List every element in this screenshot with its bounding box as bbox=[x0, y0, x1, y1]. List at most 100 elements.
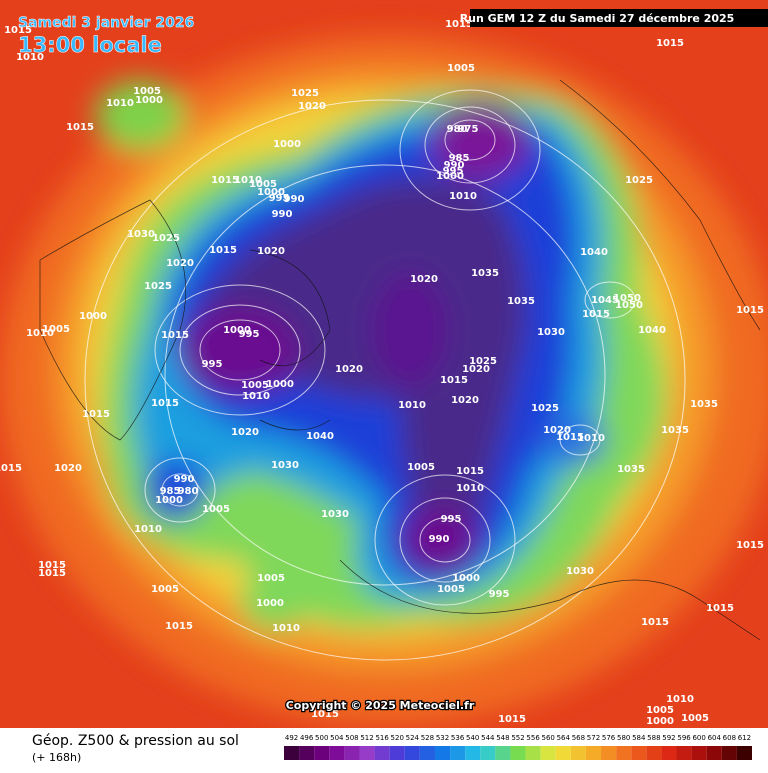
forecast-date: Samedi 3 janvier 2026 bbox=[18, 15, 194, 31]
colorbar-tick-label: 600 bbox=[692, 734, 705, 742]
isobar-label: 1030 bbox=[566, 566, 594, 577]
isobar-label: 1005 bbox=[151, 584, 179, 595]
colorbar-swatch bbox=[555, 746, 571, 760]
isobar-label: 1005 bbox=[437, 584, 465, 595]
isobar-label: 1010 bbox=[577, 433, 605, 444]
isobar-label: 1035 bbox=[661, 425, 689, 436]
colorbar-swatch bbox=[601, 746, 617, 760]
colorbar-tick-label: 536 bbox=[451, 734, 465, 742]
isobar-label: 1000 bbox=[135, 95, 163, 106]
isobar-label: 1000 bbox=[79, 311, 107, 322]
legend-title: Géop. Z500 & pression au sol bbox=[32, 733, 239, 749]
isobar-label: 1015 bbox=[66, 122, 94, 133]
isobar-label: 1015 bbox=[0, 463, 22, 474]
isobar-label: 1030 bbox=[271, 460, 299, 471]
colorbar-swatch bbox=[585, 746, 602, 760]
isobar-label: 1015 bbox=[498, 714, 526, 725]
isobar-label: 1010 bbox=[272, 623, 300, 634]
isobar-label: 990 bbox=[284, 194, 305, 205]
colorbar-swatch bbox=[329, 746, 345, 760]
isobar-label: 1015 bbox=[440, 375, 468, 386]
isobar-label: 1005 bbox=[407, 462, 435, 473]
geopotential-field bbox=[0, 35, 768, 725]
isobar-label: 1005 bbox=[681, 713, 709, 724]
colorbar-tick-label: 500 bbox=[315, 734, 328, 742]
isobar-label: 1025 bbox=[152, 233, 180, 244]
isobar-label: 1015 bbox=[582, 309, 610, 320]
isobar-label: 1000 bbox=[256, 598, 284, 609]
colorbar-tick-label: 612 bbox=[738, 734, 751, 742]
colorbar-swatch bbox=[691, 746, 707, 760]
isobar-label: 1000 bbox=[273, 139, 301, 150]
isobar-label: 1000 bbox=[646, 716, 674, 727]
colorbar-tick-label: 508 bbox=[345, 734, 358, 742]
isobar-label: 995 bbox=[489, 589, 510, 600]
isobar-label: 1015 bbox=[209, 245, 237, 256]
isobar-label: 1010 bbox=[234, 175, 262, 186]
isobar-label: 1020 bbox=[166, 258, 194, 269]
isobar-label: 1020 bbox=[451, 395, 479, 406]
isobar-label: 1020 bbox=[335, 364, 363, 375]
isobar-label: 1010 bbox=[242, 391, 270, 402]
isobar-label: 1015 bbox=[641, 617, 669, 628]
colorbar-swatch bbox=[495, 746, 511, 760]
colorbar-tick-label: 504 bbox=[330, 734, 344, 742]
isobar-label: 995 bbox=[443, 166, 464, 177]
colorbar-tick-label: 524 bbox=[406, 734, 420, 742]
colorbar-swatch bbox=[419, 746, 435, 760]
colorbar-swatch bbox=[465, 746, 481, 760]
colorbar-swatch bbox=[434, 746, 451, 760]
isobar-label: 1015 bbox=[736, 540, 764, 551]
colorbar-swatch bbox=[374, 746, 390, 760]
colorbar-tick-label: 520 bbox=[391, 734, 404, 742]
isobar-label: 1030 bbox=[321, 509, 349, 520]
isobar-label: 1005 bbox=[257, 573, 285, 584]
isobar-label: 1015 bbox=[82, 409, 110, 420]
isobar-label: 1005 bbox=[42, 324, 70, 335]
isobar-label: 1030 bbox=[537, 327, 565, 338]
isobar-label: 1000 bbox=[266, 379, 294, 390]
isobar-label: 1015 bbox=[556, 432, 584, 443]
isobar-label: 980 bbox=[447, 124, 468, 135]
isobar-label: 1010 bbox=[16, 52, 44, 63]
isobar-label: 1035 bbox=[617, 464, 645, 475]
colorbar-swatch bbox=[540, 746, 556, 760]
isobar-label: 1015 bbox=[445, 19, 473, 30]
isobar-label: 1005 bbox=[646, 705, 674, 716]
colorbar-tick-label: 608 bbox=[723, 734, 736, 742]
colorbar-swatch bbox=[314, 746, 330, 760]
copyright: Copyright © 2025 Meteociel.fr bbox=[286, 699, 475, 712]
isobar-label: 995 bbox=[269, 193, 290, 204]
colorbar-tick-label: 576 bbox=[602, 734, 616, 742]
colorbar-swatch bbox=[359, 746, 375, 760]
isobar-label: 1005 bbox=[241, 380, 269, 391]
isobar-label: 1040 bbox=[306, 431, 334, 442]
isobar-label: 1045 bbox=[591, 295, 619, 306]
isobar-label: 1005 bbox=[447, 63, 475, 74]
isobar-label: 1010 bbox=[456, 483, 484, 494]
isobar-label: 1000 bbox=[436, 171, 464, 182]
isobar-label: 1050 bbox=[615, 300, 643, 311]
colorbar-tick-label: 556 bbox=[526, 734, 540, 742]
colorbar-tick-label: 596 bbox=[677, 734, 691, 742]
isobar-label: 1015 bbox=[151, 398, 179, 409]
colorbar-tick-label: 572 bbox=[587, 734, 600, 742]
isobar-label: 1035 bbox=[471, 268, 499, 279]
colorbar-swatch bbox=[661, 746, 677, 760]
colorbar-tick-label: 560 bbox=[542, 734, 555, 742]
colorbar-tick-label: 588 bbox=[647, 734, 660, 742]
isobar-label: 1020 bbox=[543, 425, 571, 436]
colorbar-tick-label: 564 bbox=[557, 734, 571, 742]
colorbar-swatch bbox=[646, 746, 662, 760]
colorbar-tick-label: 584 bbox=[632, 734, 646, 742]
colorbar-tick-label: 604 bbox=[708, 734, 722, 742]
isobar-label: 1015 bbox=[456, 466, 484, 477]
colorbar-swatch bbox=[389, 746, 405, 760]
colorbar-swatch bbox=[721, 746, 737, 760]
isobar-label: 1035 bbox=[507, 296, 535, 307]
colorbar-tick-label: 492 bbox=[285, 734, 298, 742]
colorbar-swatch bbox=[299, 746, 315, 760]
isobar-label: 1015 bbox=[706, 603, 734, 614]
isobar-label: 1015 bbox=[311, 709, 339, 720]
isobar-label: 1050 bbox=[613, 293, 641, 304]
